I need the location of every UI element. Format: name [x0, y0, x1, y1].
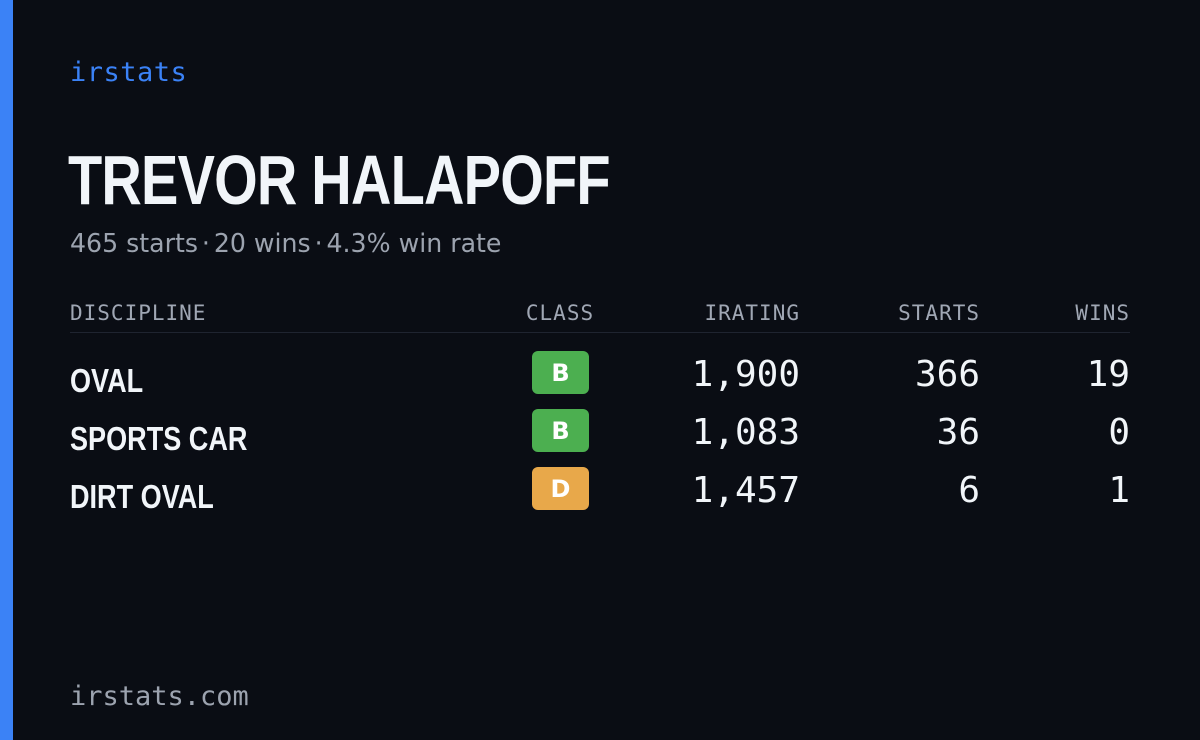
- irating-value: 1,083: [691, 412, 800, 453]
- table-header: DISCIPLINE CLASS IRATING STARTS WINS: [70, 296, 1130, 333]
- header-starts: STARTS: [898, 301, 980, 325]
- accent-bar: [0, 0, 13, 740]
- summary-separator: ·: [314, 229, 323, 259]
- license-class-badge: B: [532, 409, 589, 452]
- brand-logo-text: irstats: [70, 57, 188, 88]
- wins-value: 1: [1108, 470, 1130, 511]
- header-class: CLASS: [525, 301, 595, 325]
- table-row: OVAL B 1,900 366 19: [70, 351, 1130, 409]
- summary-starts: 465 starts: [70, 229, 199, 259]
- header-discipline: DISCIPLINE: [70, 301, 207, 325]
- player-name: TREVOR HALAPOFF: [68, 141, 611, 219]
- license-class-badge: D: [532, 467, 589, 510]
- license-class-badge: B: [532, 351, 589, 394]
- wins-value: 0: [1108, 412, 1130, 453]
- starts-value: 366: [914, 354, 980, 395]
- player-summary: 465 starts · 20 wins · 4.3% win rate: [70, 226, 501, 262]
- table-row: DIRT OVAL D 1,457 6 1: [70, 467, 1130, 525]
- discipline-name: OVAL: [70, 362, 144, 399]
- discipline-stats-table: DISCIPLINE CLASS IRATING STARTS WINS OVA…: [70, 296, 1130, 525]
- footer-domain: irstats.com: [70, 681, 249, 712]
- irating-value: 1,900: [691, 354, 800, 395]
- summary-separator: ·: [201, 229, 210, 259]
- discipline-name: DIRT OVAL: [70, 478, 214, 515]
- starts-value: 6: [958, 470, 980, 511]
- irating-value: 1,457: [691, 470, 800, 511]
- table-row: SPORTS CAR B 1,083 36 0: [70, 409, 1130, 467]
- summary-wins: 20 wins: [213, 229, 311, 259]
- summary-win-rate: 4.3% win rate: [326, 229, 502, 259]
- header-wins: WINS: [1075, 301, 1130, 325]
- table-body: OVAL B 1,900 366 19 SPORTS CAR B 1,083 3…: [70, 351, 1130, 525]
- discipline-name: SPORTS CAR: [70, 420, 248, 457]
- starts-value: 36: [936, 412, 980, 453]
- header-irating: IRATING: [704, 301, 800, 325]
- wins-value: 19: [1086, 354, 1130, 395]
